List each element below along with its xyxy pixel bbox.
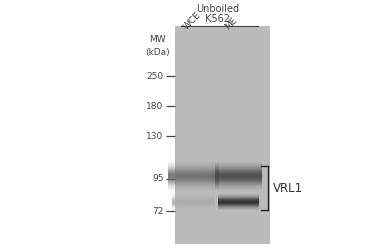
Text: MW: MW [149,36,166,44]
Text: 95: 95 [152,174,164,183]
Text: Unboiled: Unboiled [196,4,239,14]
Text: WCE: WCE [181,10,203,31]
Text: ME: ME [223,16,239,31]
Bar [175,26,270,244]
Text: 130: 130 [146,132,164,141]
Text: VRL1: VRL1 [273,182,303,194]
Text: 180: 180 [146,102,164,111]
Text: 72: 72 [152,207,164,216]
Text: (kDa): (kDa) [146,48,170,57]
Text: 250: 250 [147,72,164,81]
Text: K562: K562 [205,14,230,24]
